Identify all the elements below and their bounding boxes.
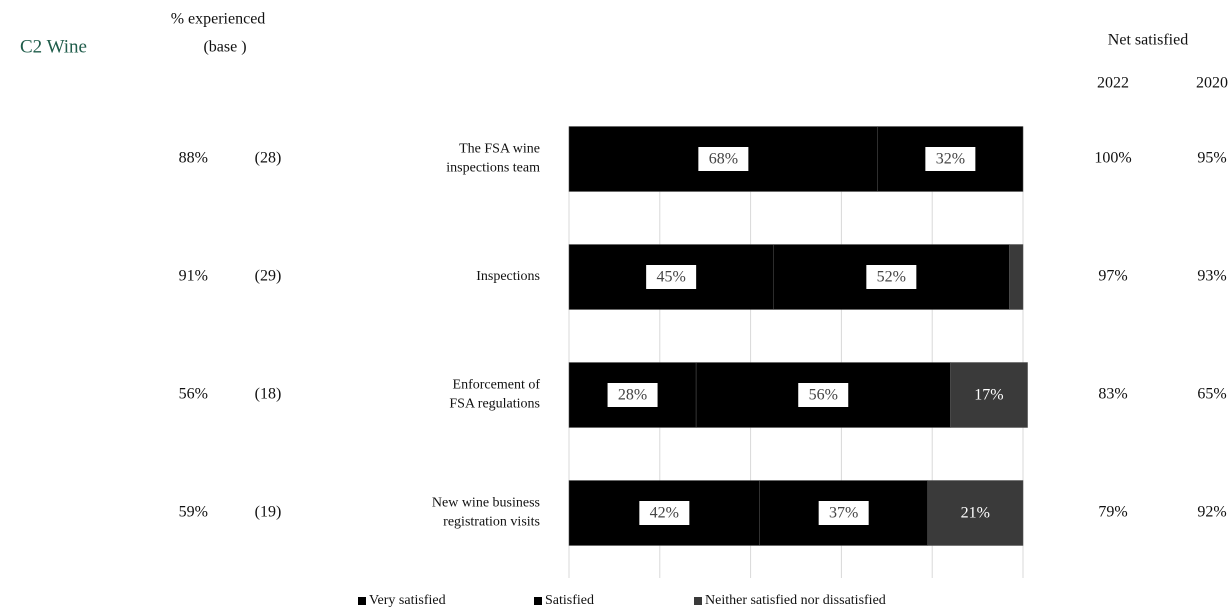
label-box (866, 265, 917, 289)
category-label: registration visits (443, 515, 540, 530)
net-2020: 92% (1197, 504, 1226, 521)
experienced-header: % experienced (171, 11, 266, 28)
data-label: 45% (656, 269, 685, 286)
data-label: 21% (961, 505, 990, 522)
base: (19) (255, 504, 282, 521)
bar-segment (950, 362, 1028, 428)
net-2022: 79% (1098, 504, 1127, 521)
label-box (798, 383, 849, 407)
data-label: 52% (877, 269, 906, 286)
legend-label: Very satisfied (369, 593, 446, 608)
label-box (818, 501, 869, 525)
net-year: 2022 (1097, 75, 1129, 92)
label-box (925, 147, 976, 171)
legend-swatch (534, 597, 542, 605)
base: (18) (255, 386, 282, 403)
label-box (607, 383, 658, 407)
legend-label: Neither satisfied nor dissatisfied (705, 593, 886, 608)
net-2020: 65% (1197, 386, 1226, 403)
category-label: The FSA wine (459, 142, 540, 157)
net-2022: 100% (1094, 150, 1131, 167)
label-box (646, 265, 697, 289)
data-label: 42% (650, 505, 679, 522)
category-label: FSA regulations (449, 397, 540, 412)
legend-swatch (358, 597, 366, 605)
data-label: 28% (618, 387, 647, 404)
net-2022: 83% (1098, 386, 1127, 403)
base: (29) (255, 268, 282, 285)
chart-title: C2 Wine (20, 36, 87, 57)
net-2020: 93% (1197, 268, 1226, 285)
bar-segment (568, 244, 774, 310)
data-label: 17% (974, 387, 1003, 404)
data-label: 32% (936, 151, 965, 168)
bar-segment (927, 480, 1024, 546)
net-2022: 97% (1098, 268, 1127, 285)
legend-label: Satisfied (545, 593, 594, 608)
bar-segment (695, 362, 951, 428)
data-label: 37% (829, 505, 858, 522)
data-label: 56% (809, 387, 838, 404)
net-year: 2020 (1196, 75, 1228, 92)
experienced: 91% (179, 268, 208, 285)
base: (28) (255, 150, 282, 167)
net-2020: 95% (1197, 150, 1226, 167)
label-box (698, 147, 749, 171)
category-label: New wine business (432, 496, 540, 511)
category-label: Inspections (476, 269, 540, 284)
experienced: 59% (179, 504, 208, 521)
bar-segment (1009, 244, 1024, 310)
experienced: 88% (179, 150, 208, 167)
experienced: 56% (179, 386, 208, 403)
data-label: 68% (709, 151, 738, 168)
base-header: (base ) (203, 39, 246, 56)
net-header: Net satisfied (1108, 32, 1188, 49)
legend-swatch (694, 597, 702, 605)
category-label: Enforcement of (453, 378, 541, 393)
category-label: inspections team (446, 161, 540, 176)
label-box (639, 501, 690, 525)
